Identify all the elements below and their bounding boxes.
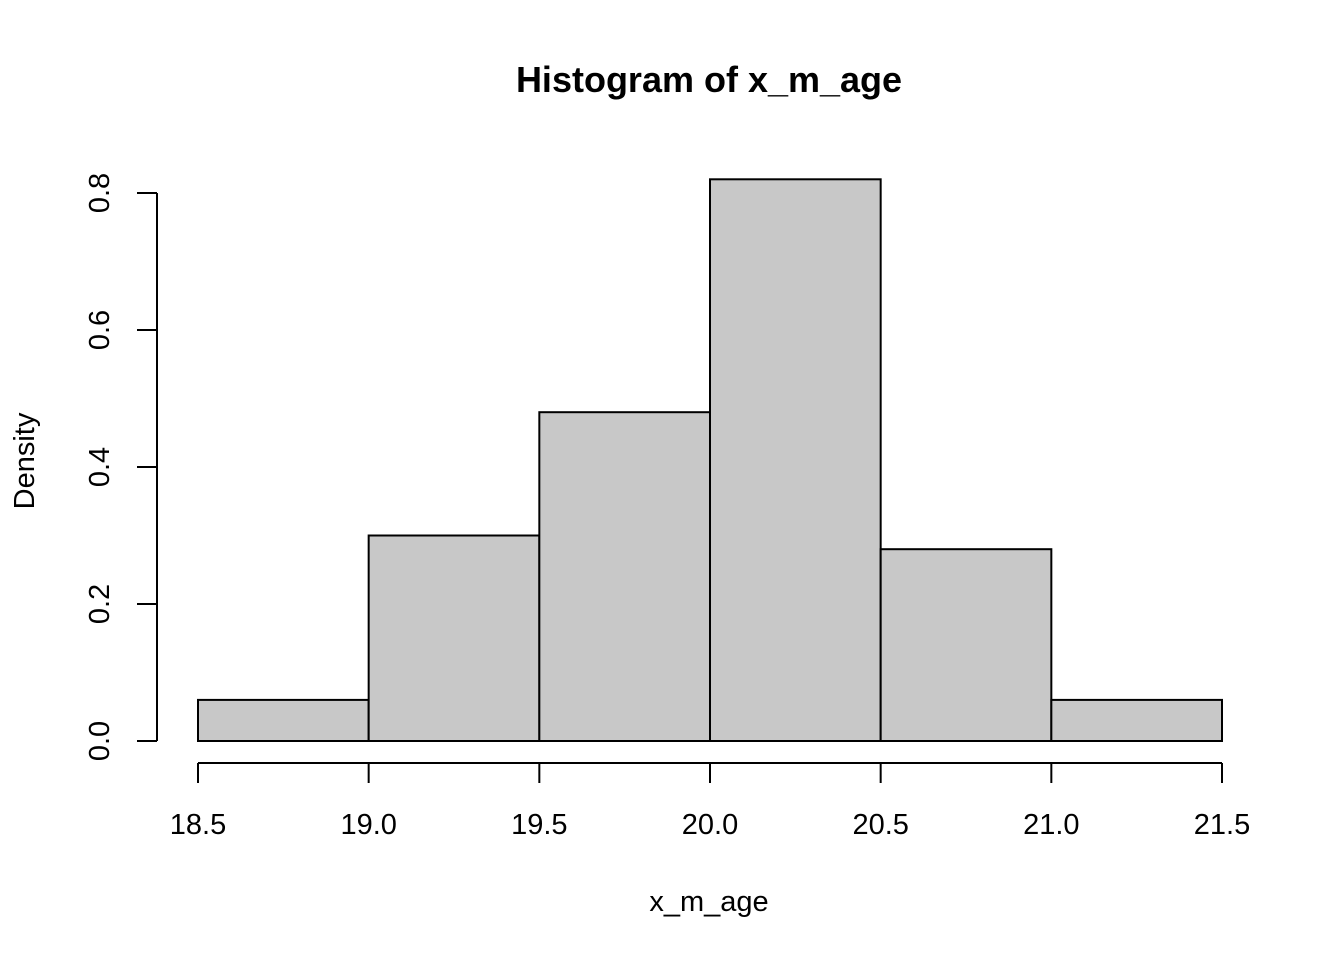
y-axis: 0.0 0.2 0.4 0.6 0.8 xyxy=(84,173,158,761)
chart-title: Histogram of x_m_age xyxy=(516,59,902,100)
bars-group xyxy=(197,178,1224,743)
x-tick-label-3: 20.0 xyxy=(682,809,738,841)
x-axis-label: x_m_age xyxy=(649,886,768,918)
x-tick-label-1: 19.0 xyxy=(340,809,396,841)
y-tick-label-3: 0.6 xyxy=(84,310,116,350)
x-tick-label-4: 20.5 xyxy=(852,809,908,841)
y-tick-label-0: 0.0 xyxy=(84,721,116,761)
histogram-bar-0 xyxy=(197,698,370,743)
y-axis-label: Density xyxy=(9,412,41,509)
y-tick-label-4: 0.8 xyxy=(84,173,116,213)
x-axis: 18.5 19.0 19.5 20.0 20.5 21.0 21.5 xyxy=(170,762,1250,841)
histogram-bar-3 xyxy=(709,178,882,743)
y-tick-label-2: 0.4 xyxy=(84,447,116,487)
histogram-bar-5 xyxy=(1050,698,1224,743)
x-tick-label-0: 18.5 xyxy=(170,809,226,841)
x-tick-label-5: 21.0 xyxy=(1023,809,1079,841)
histogram-bar-4 xyxy=(879,548,1053,743)
histogram-bar-2 xyxy=(538,411,711,742)
x-tick-label-2: 19.5 xyxy=(511,809,567,841)
y-tick-label-1: 0.2 xyxy=(84,584,116,624)
x-tick-label-6: 21.5 xyxy=(1194,809,1250,841)
histogram-bar-1 xyxy=(367,534,541,742)
